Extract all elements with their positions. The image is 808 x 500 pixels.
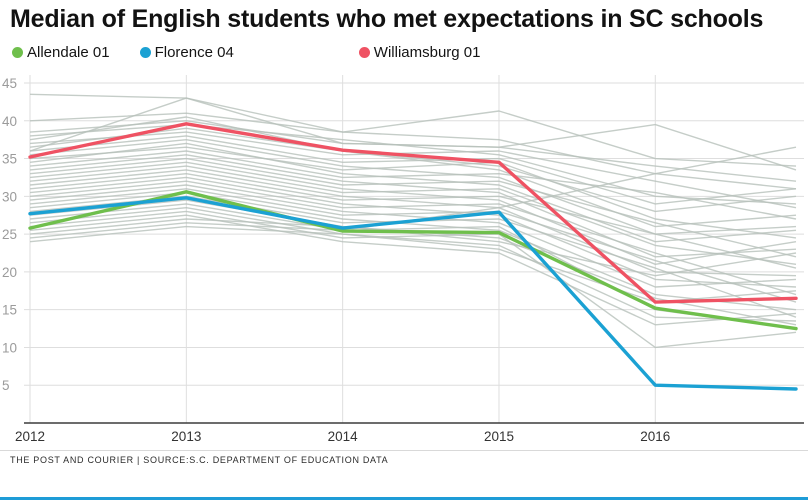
svg-text:35: 35 [2,152,17,167]
svg-text:10: 10 [2,341,17,356]
svg-text:2016: 2016 [640,429,670,444]
legend-item-florence: Florence 04 [139,43,234,61]
svg-text:45: 45 [2,76,17,91]
legend-dot-williamsburg [358,46,370,58]
svg-text:2015: 2015 [484,429,514,444]
line-chart-svg: 5 10 15 20 25 30 35 40 45 2012 2013 2014 2015 2016 [2,75,804,444]
svg-text:2014: 2014 [328,429,359,444]
footer-divider [0,450,808,452]
legend-label-williamsburg: Williamsburg 01 [373,43,481,61]
svg-text:20: 20 [2,265,17,280]
legend-dot-florence [139,46,151,58]
svg-text:25: 25 [2,227,17,242]
page-title: Median of English students who met expec… [10,5,764,33]
legend-label-allendale: Allendale 01 [27,43,110,61]
bottom-accent-bar [0,497,808,500]
svg-text:2012: 2012 [15,429,45,444]
svg-text:15: 15 [2,303,17,318]
legend-item-allendale: Allendale 01 [12,44,110,61]
legend-item-williamsburg: Williamsburg 01 [358,43,481,61]
chart-area: 5 10 15 20 25 30 35 40 45 2012 2013 2014 2015 2016 [0,63,808,448]
legend-label-florence: Florence 04 [154,43,234,61]
chart-legend: Allendale 01 Florence 04 Williamsburg 01 [0,33,808,63]
legend-dot-allendale [12,46,23,58]
svg-text:2013: 2013 [171,429,201,444]
source-attribution: THE POST AND COURIER | SOURCE:S.C. DEPAR… [10,455,389,466]
svg-text:30: 30 [2,190,17,205]
svg-text:5: 5 [2,378,10,393]
svg-text:40: 40 [2,114,17,129]
